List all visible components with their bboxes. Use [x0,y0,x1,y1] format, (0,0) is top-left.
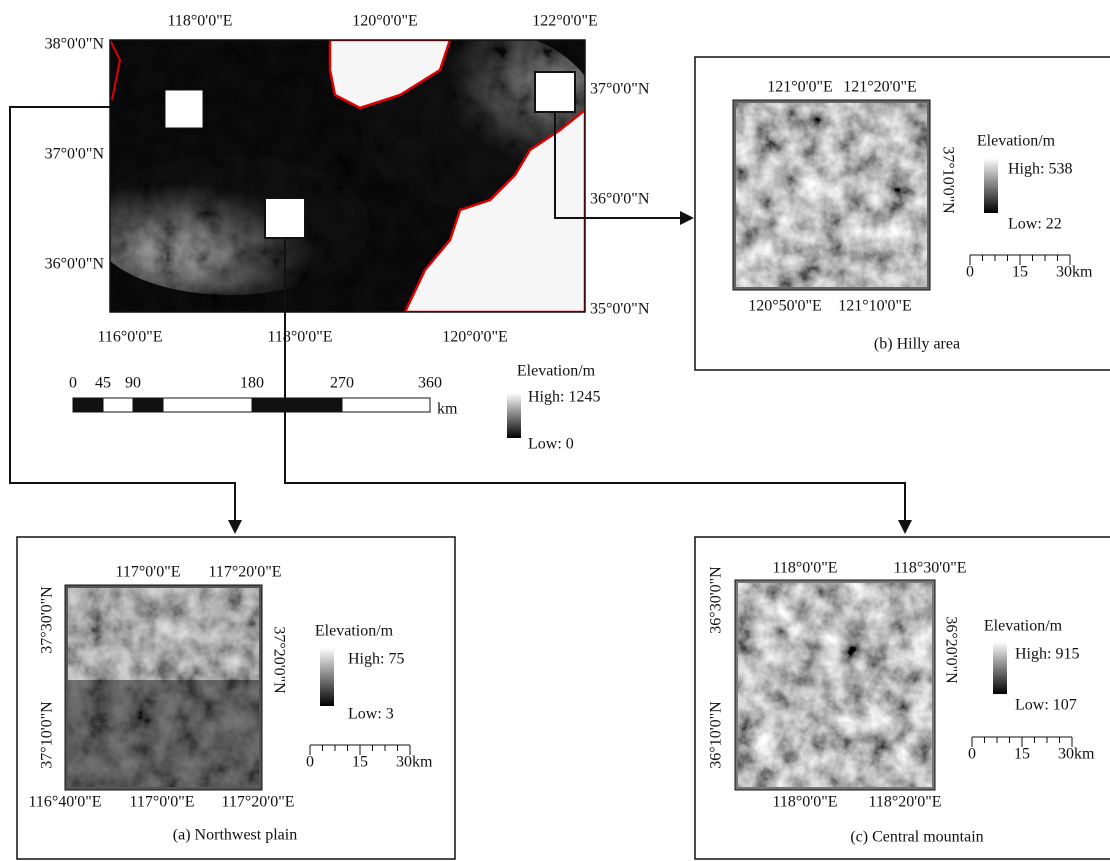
legend-high: High: 915 [1015,646,1079,663]
inset-image [735,580,935,790]
scale-label: 0 [306,754,314,771]
right-coordinate: 36°20'0"N [942,616,959,684]
left-coordinate: 36°0'0"N [45,256,105,273]
legend-ramp [507,393,521,438]
top-coordinate: 118°0'0"E [773,560,838,577]
legend-title: Elevation/m [984,618,1063,635]
scale-label: 45 [95,375,111,392]
right-coordinate: 37°0'0"N [590,81,650,98]
scale-label: 0 [69,375,77,392]
left-coordinate: 37°30'0"N [39,586,56,654]
scale-label: 270 [330,375,354,392]
legend-ramp [320,648,334,706]
left-coordinate: 37°10'0"N [39,701,56,769]
scale-label: 30 [1056,264,1072,281]
bottom-coordinate: 118°0'0"E [268,329,333,346]
bottom-coordinate: 120°0'0"E [442,329,508,346]
top-coordinate: 118°30'0"E [894,560,967,577]
top-coordinate: 117°20'0"E [209,564,282,581]
top-coordinate: 120°0'0"E [352,13,418,30]
bottom-coordinate: 116°40'0"E [29,794,102,811]
top-coordinate: 121°0'0"E [767,79,833,96]
caption: (b) Hilly area [874,336,960,353]
figure: 118°0'0"E 120°0'0"E 122°0'0"E 116°0'0"E 118°… [0,0,1110,861]
caption: (c) Central mountain [850,829,983,846]
legend-high: High: 1245 [528,389,600,406]
legend-ramp [984,158,998,213]
scale-label: 15 [352,754,368,771]
area-box [165,90,203,128]
scale-label: 30 [1058,746,1074,763]
area-box [265,198,305,238]
bottom-coordinate: 120°50'0"E [748,298,822,315]
bottom-coordinate: 117°20'0"E [222,794,295,811]
scale-bar [73,398,430,412]
scale-unit: km [437,401,458,418]
legend-low: Low: 22 [1008,216,1062,233]
legend-low: Low: 3 [348,706,394,723]
scale-unit: km [412,754,433,771]
bottom-coordinate: 116°0'0"E [98,329,163,346]
bottom-coordinate: 121°10'0"E [838,298,912,315]
scale-label: 0 [968,746,976,763]
top-coordinate: 117°0'0"E [116,564,181,581]
legend-ramp [993,642,1007,694]
left-coordinate: 38°0'0"N [45,36,105,53]
legend-title: Elevation/m [315,623,394,640]
legend-low: Low: 0 [528,436,574,453]
scale-label: 0 [966,264,974,281]
right-coordinate: 35°0'0"N [590,301,650,318]
inset-image [65,585,262,790]
legend-high: High: 538 [1008,161,1072,178]
legend-low: Low: 107 [1015,697,1077,714]
scale-unit: km [1072,264,1093,281]
inset-image [733,100,930,290]
left-coordinate: 36°30'0"N [708,566,725,634]
scale-label: 30 [396,754,412,771]
scale-label: 180 [240,375,264,392]
bottom-coordinate: 117°0'0"E [130,794,195,811]
legend-title: Elevation/m [517,363,596,380]
left-coordinate: 37°0'0"N [45,146,105,163]
bottom-coordinate: 118°20'0"E [869,794,942,811]
scale-unit: km [1074,746,1095,763]
area-box [535,72,575,112]
top-coordinate: 118°0'0"E [168,13,233,30]
legend-high: High: 75 [348,651,404,668]
right-coordinate: 36°0'0"N [590,191,650,208]
top-coordinate: 122°0'0"E [532,13,598,30]
caption: (a) Northwest plain [173,827,297,844]
scale-label: 360 [418,375,442,392]
scale-label: 15 [1012,264,1028,281]
top-coordinate: 121°20'0"E [843,79,917,96]
bottom-coordinate: 118°0'0"E [773,794,838,811]
left-coordinate: 36°10'0"N [708,701,725,769]
right-coordinate: 37°20'0"N [270,626,287,694]
legend-title: Elevation/m [977,133,1056,150]
scale-label: 15 [1014,746,1030,763]
scale-label: 90 [125,375,141,392]
right-coordinate: 37°10'0"N [939,146,956,214]
main-map-image [90,30,600,312]
